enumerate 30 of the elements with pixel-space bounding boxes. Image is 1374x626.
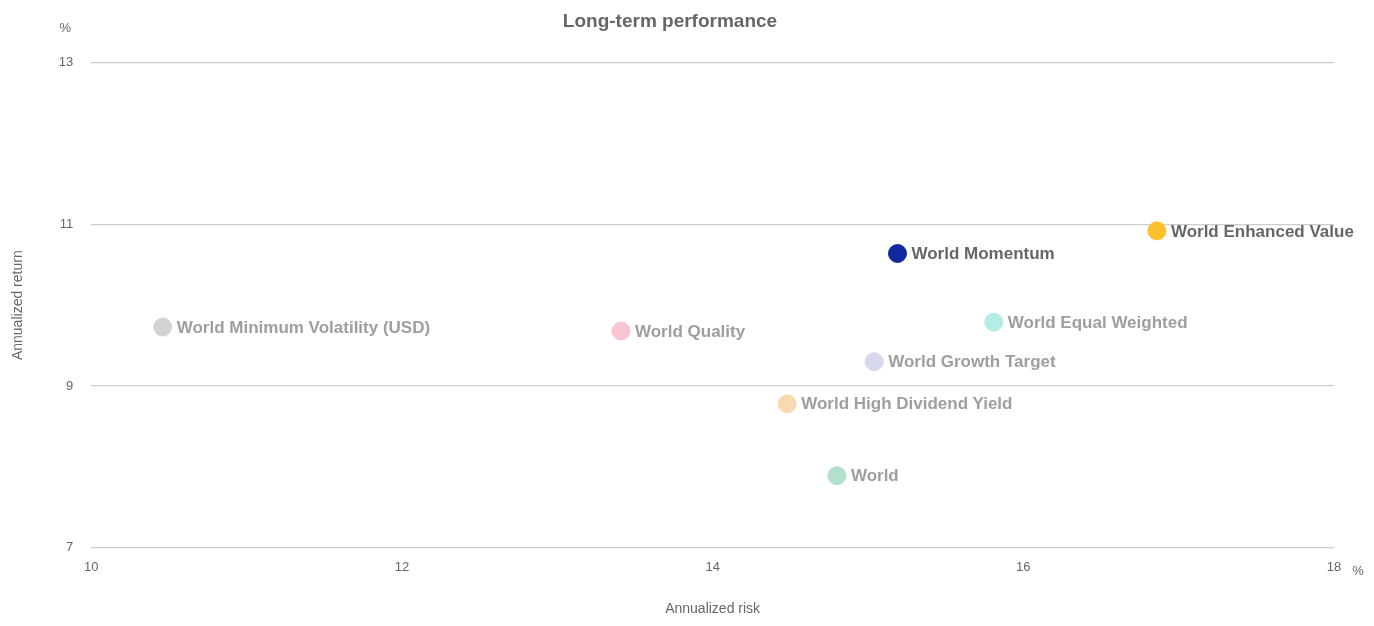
point <box>1147 221 1167 241</box>
series-label: World Quality <box>634 321 746 341</box>
series-label: World Growth Target <box>888 352 1056 372</box>
point <box>864 352 884 372</box>
series-label: World <box>850 466 899 486</box>
point <box>827 466 847 486</box>
series-label: World High Dividend Yield <box>801 394 1013 414</box>
x-tick-label: 10 <box>84 558 99 574</box>
series-label: World Enhanced Value <box>1170 221 1354 241</box>
y-tick-label: 11 <box>59 215 74 231</box>
x-tick-label: 14 <box>705 558 720 574</box>
x-axis-title: Annualized risk <box>665 600 762 617</box>
series-label: World Momentum <box>911 244 1055 264</box>
y-tick-label: 7 <box>66 539 74 555</box>
series-label: World Minimum Volatility (USD) <box>176 317 431 337</box>
x-tick-label: 12 <box>394 558 410 574</box>
point <box>887 243 907 263</box>
point <box>611 321 631 341</box>
x-tick-label: 16 <box>1016 558 1031 574</box>
series-label: World Equal Weighted <box>1007 312 1188 332</box>
y-tick-label: 9 <box>66 377 74 393</box>
y-axis-title: Annualized return <box>9 250 26 361</box>
point <box>777 394 797 414</box>
y-tick-label: 13 <box>58 54 74 70</box>
chart-title: Long-term performance <box>562 9 778 31</box>
text: % <box>59 20 72 36</box>
point <box>984 312 1004 332</box>
x-tick-label: 18 <box>1326 558 1342 574</box>
point <box>153 317 173 337</box>
text: % <box>1352 563 1365 579</box>
